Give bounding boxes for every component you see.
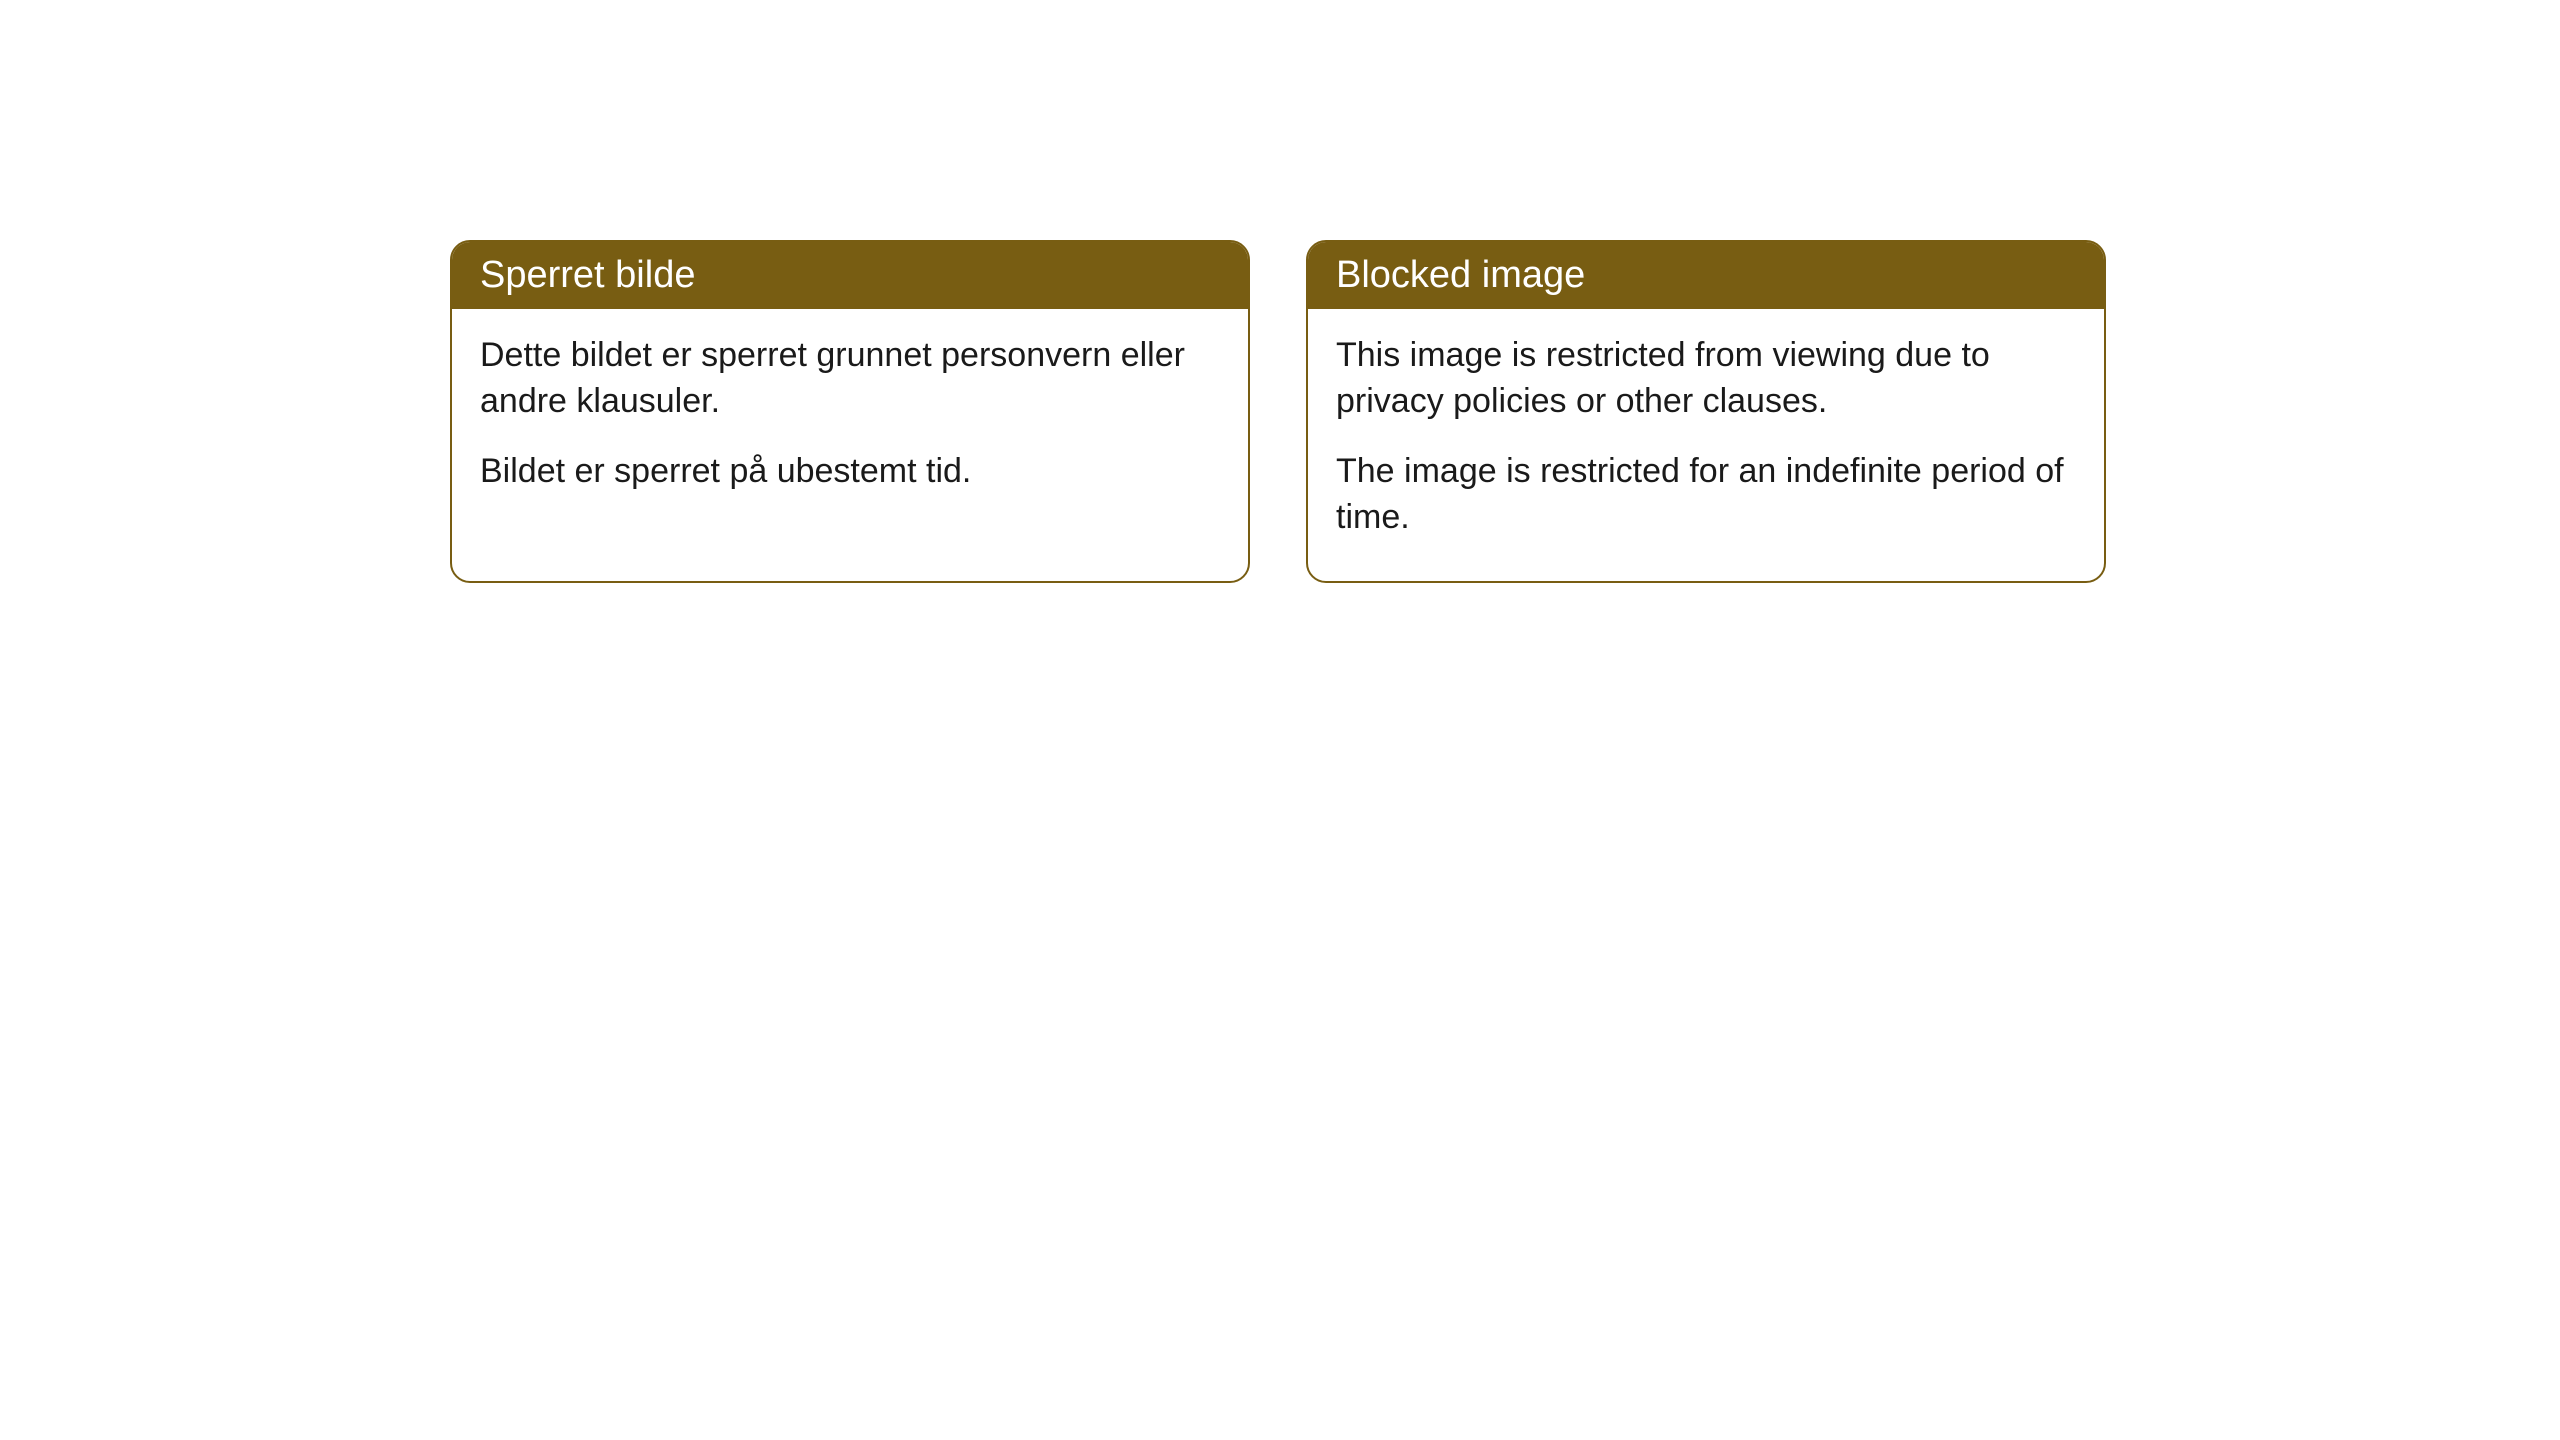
card-title-en: Blocked image: [1336, 254, 1585, 296]
blocked-image-card-en: Blocked image This image is restricted f…: [1306, 240, 2106, 583]
card-title-no: Sperret bilde: [480, 254, 695, 296]
card-para1-en: This image is restricted from viewing du…: [1336, 333, 2076, 425]
card-para2-en: The image is restricted for an indefinit…: [1336, 449, 2076, 541]
blocked-image-card-no: Sperret bilde Dette bildet er sperret gr…: [450, 240, 1250, 583]
card-header-no: Sperret bilde: [452, 242, 1248, 309]
card-body-en: This image is restricted from viewing du…: [1308, 309, 2104, 581]
card-para1-no: Dette bildet er sperret grunnet personve…: [480, 333, 1220, 425]
cards-container: Sperret bilde Dette bildet er sperret gr…: [0, 0, 2560, 583]
card-header-en: Blocked image: [1308, 242, 2104, 309]
card-para2-no: Bildet er sperret på ubestemt tid.: [480, 449, 1220, 495]
card-body-no: Dette bildet er sperret grunnet personve…: [452, 309, 1248, 535]
